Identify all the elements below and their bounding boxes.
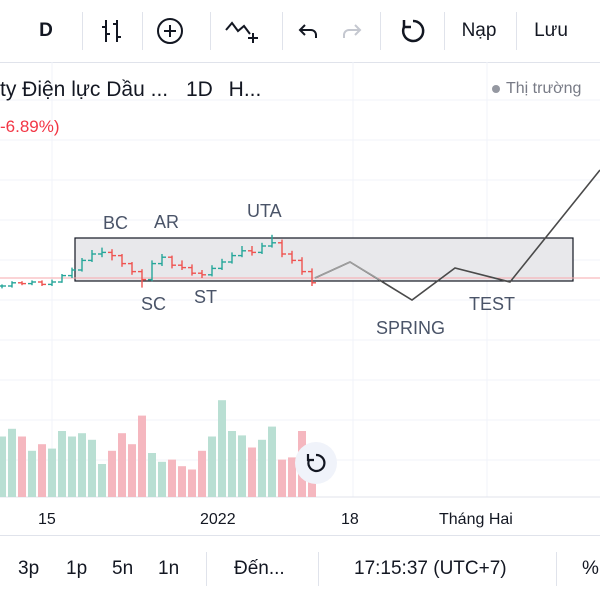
interval-button[interactable]: D (39, 20, 53, 41)
annotation-bc: BC (103, 213, 129, 233)
volume-bar (198, 450, 206, 497)
x-tick-label: Tháng Hai (439, 511, 513, 528)
volume-bar (268, 426, 276, 497)
volume-bar (88, 439, 96, 497)
volume-bar (148, 453, 156, 497)
legend-interval: 1D (185, 78, 213, 101)
volume-bar (8, 428, 16, 497)
volume-bar (58, 431, 66, 497)
redo-icon[interactable] (334, 0, 370, 62)
bar-style-icon[interactable] (90, 0, 134, 62)
price-change: -6.89%) (0, 117, 60, 136)
percent-scale-button[interactable]: % (582, 558, 599, 579)
bottom-toolbar: 3p 1p 5n 1n Đến... 17:15:37 (UTC+7) % (0, 535, 600, 601)
volume-bar (218, 400, 226, 497)
toolbar-divider (142, 12, 143, 50)
volume-bar (158, 461, 166, 497)
x-tick-label: 15 (38, 511, 56, 528)
volume-bar (168, 459, 176, 497)
range-1p-button[interactable]: 1p (66, 558, 88, 579)
toolbar-divider (380, 12, 381, 50)
legend-exchange: H... (228, 78, 262, 101)
bottom-divider (206, 552, 207, 586)
chart-pane[interactable] (0, 62, 600, 535)
toolbar-divider (516, 12, 517, 50)
volume-bar (48, 448, 56, 497)
volume-bar (248, 447, 256, 497)
forecast-segment (314, 261, 381, 281)
status-dot-icon (492, 84, 500, 93)
volume-bar (258, 439, 266, 497)
scroll-to-realtime-button[interactable] (295, 442, 337, 484)
toolbar-divider (210, 12, 211, 50)
volume-bar (0, 436, 6, 497)
price-chart (0, 62, 600, 498)
load-button[interactable]: Nạp (461, 20, 497, 41)
toolbar-divider (282, 12, 283, 50)
bottom-divider (318, 552, 319, 586)
save-button[interactable]: Lưu (534, 20, 568, 41)
market-status: Thị trường (492, 80, 581, 98)
annotation-sc: SC (141, 294, 167, 314)
volume-bar (28, 450, 36, 497)
market-status-label: Thị trường (506, 80, 582, 97)
volume-bar (288, 457, 296, 497)
volume-bar (98, 464, 106, 497)
toolbar-divider (444, 12, 445, 50)
volume-bar (108, 450, 116, 497)
refresh-icon[interactable] (390, 0, 436, 62)
x-tick-label: 2022 (200, 511, 236, 528)
volume-bar (118, 433, 126, 497)
annotation-ar: AR (154, 212, 180, 232)
volume-bar (18, 436, 26, 497)
symbol-name: ty Điện lực Dầu ... (0, 78, 169, 101)
annotation-st: ST (194, 287, 218, 307)
volume-bar (178, 466, 186, 497)
volume-bar (238, 435, 246, 497)
volume-bar (38, 444, 46, 497)
range-5n-button[interactable]: 5n (112, 558, 134, 579)
undo-icon[interactable] (290, 0, 326, 62)
volume-bars (0, 400, 316, 497)
symbol-legend[interactable]: ty Điện lực Dầu ... 1D H... (0, 78, 261, 102)
volume-bar (278, 459, 286, 497)
annotation-spring: SPRING (376, 318, 446, 338)
volume-bar (138, 415, 146, 497)
volume-bar (188, 469, 196, 497)
volume-bar (128, 444, 136, 497)
volume-bar (208, 436, 216, 497)
top-toolbar: D Nạp Lưu (0, 0, 600, 63)
x-tick-label: 18 (341, 511, 359, 528)
reset-icon (306, 453, 326, 473)
add-indicator-icon[interactable] (148, 0, 192, 62)
indicators-icon[interactable] (218, 0, 268, 62)
clock-timezone[interactable]: 17:15:37 (UTC+7) (354, 558, 507, 579)
bottom-divider (556, 552, 557, 586)
candle-bars (0, 234, 316, 289)
toolbar-divider (82, 12, 83, 50)
annotation-uta: UTA (247, 201, 282, 221)
volume-bar (78, 433, 86, 497)
volume-bar (68, 436, 76, 497)
volume-bar (228, 431, 236, 497)
range-3p-button[interactable]: 3p (18, 558, 40, 579)
range-1n-button[interactable]: 1n (158, 558, 180, 579)
goto-date-button[interactable]: Đến... (234, 558, 285, 579)
annotation-test: TEST (469, 294, 516, 314)
